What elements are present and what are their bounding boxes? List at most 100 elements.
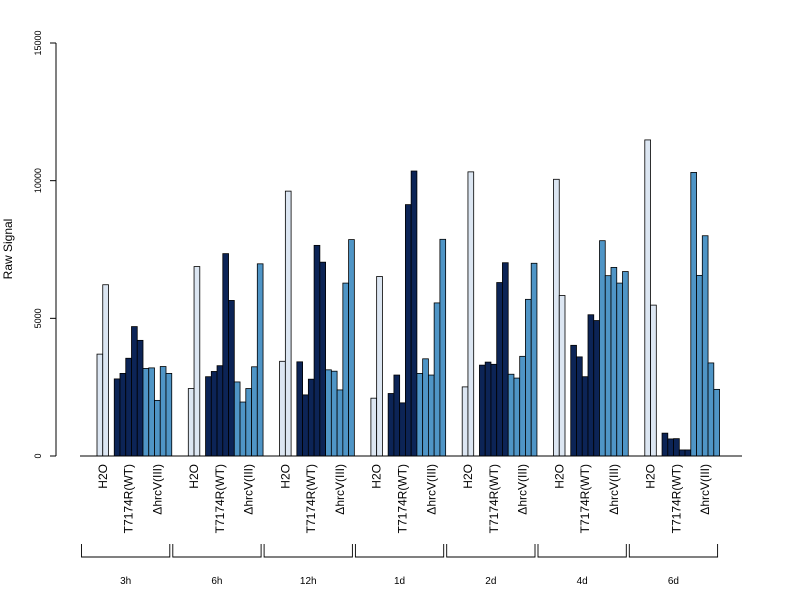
bar: [644, 139, 651, 457]
bar: [616, 282, 623, 457]
bar: [410, 170, 418, 457]
bar: [622, 271, 629, 457]
timepoint-bracket: [537, 544, 627, 558]
bar: [433, 302, 441, 457]
timepoint-bracket: [446, 544, 536, 558]
bar: [393, 374, 401, 457]
bar: [96, 353, 104, 457]
category-label: T7174R(WT): [304, 464, 318, 533]
category-label: T7174R(WT): [396, 464, 410, 533]
bar: [142, 368, 150, 457]
bars: [96, 139, 720, 457]
bar: [678, 449, 686, 457]
category-label: ΔhrcV(III): [424, 464, 438, 515]
bar: [136, 339, 144, 457]
bar: [513, 377, 521, 457]
bar: [404, 204, 412, 457]
y-tick-label: 15000: [33, 30, 43, 55]
bar: [376, 276, 383, 457]
bar: [307, 378, 315, 457]
bar: [302, 394, 309, 457]
category-label: H2O: [187, 464, 201, 489]
category-label: T7174R(WT): [487, 464, 501, 533]
category-label: ΔhrcV(III): [516, 464, 530, 515]
bar: [342, 282, 350, 457]
bar: [713, 388, 720, 457]
bar: [690, 172, 697, 457]
bar: [131, 326, 138, 457]
bar: [587, 314, 595, 457]
category-label: ΔhrcV(III): [242, 464, 256, 515]
bar: [467, 171, 475, 457]
bar: [159, 366, 167, 457]
bar: [604, 275, 612, 457]
category-label: H2O: [644, 464, 658, 489]
bar: [576, 356, 583, 457]
bar: [319, 261, 327, 457]
bar: [427, 374, 435, 457]
bar: [239, 401, 247, 457]
bar: [370, 397, 378, 457]
bar: [701, 235, 709, 457]
timepoint-label: 6d: [668, 576, 679, 587]
bar: [296, 361, 304, 457]
bar: [119, 372, 127, 457]
timepoint-brackets: 3h 6h 12h 1d 2d 4d 6d: [81, 544, 719, 587]
category-label: H2O: [96, 464, 110, 489]
timepoint-label: 1d: [394, 576, 405, 587]
bar: [525, 298, 532, 457]
bar: [479, 364, 486, 457]
timepoint-label: 3h: [120, 576, 131, 587]
bar: [125, 357, 132, 457]
bar: [553, 178, 560, 457]
timepoint-bracket: [354, 544, 445, 558]
bar: [707, 362, 715, 457]
timepoint-label: 2d: [485, 576, 496, 587]
timepoint-label: 4d: [577, 576, 588, 587]
bar: [461, 386, 469, 457]
bar: [233, 381, 241, 457]
bar: [581, 376, 589, 457]
category-label: T7174R(WT): [122, 464, 136, 533]
bar: [593, 320, 600, 457]
bar: [650, 304, 657, 457]
category-label: H2O: [370, 464, 384, 489]
bar: [210, 371, 218, 457]
bar: [696, 274, 703, 457]
bar: [256, 263, 264, 457]
bar: [216, 365, 224, 457]
category-labels: H2O T7174R(WT) ΔhrcV(III) H2O T7174R(WT) Δhrc…: [96, 464, 712, 533]
category-label: H2O: [278, 464, 292, 489]
bar: [507, 373, 515, 457]
category-label: ΔhrcV(III): [150, 464, 164, 515]
category-label: ΔhrcV(III): [333, 464, 347, 515]
y-tick-label: 0: [33, 453, 43, 458]
bar: [336, 389, 344, 457]
bar: [610, 266, 618, 457]
bar: [279, 360, 286, 457]
bar: [222, 253, 229, 457]
category-label: ΔhrcV(III): [607, 464, 621, 515]
timepoint-label: 12h: [300, 576, 317, 587]
bar: [399, 402, 406, 457]
bar: [519, 355, 526, 457]
y-tick-label: 10000: [33, 168, 43, 193]
bar: [154, 399, 161, 457]
y-axis: 0 5000 10000 15000: [33, 30, 57, 459]
category-label: H2O: [552, 464, 566, 489]
bar: [102, 284, 109, 457]
bar: [330, 370, 338, 457]
bar: [165, 372, 173, 457]
timepoint-label: 6h: [211, 576, 222, 587]
category-label: ΔhrcV(III): [698, 464, 712, 515]
bar: [348, 239, 355, 457]
bar: [313, 244, 321, 457]
bar: [228, 300, 235, 457]
y-axis-title: Raw Signal: [1, 219, 15, 280]
timepoint-bracket: [628, 544, 719, 558]
bar: [490, 363, 498, 457]
y-tick-label: 5000: [33, 308, 43, 328]
bar: [113, 378, 121, 457]
bar: [193, 266, 201, 457]
bar: [558, 295, 566, 457]
